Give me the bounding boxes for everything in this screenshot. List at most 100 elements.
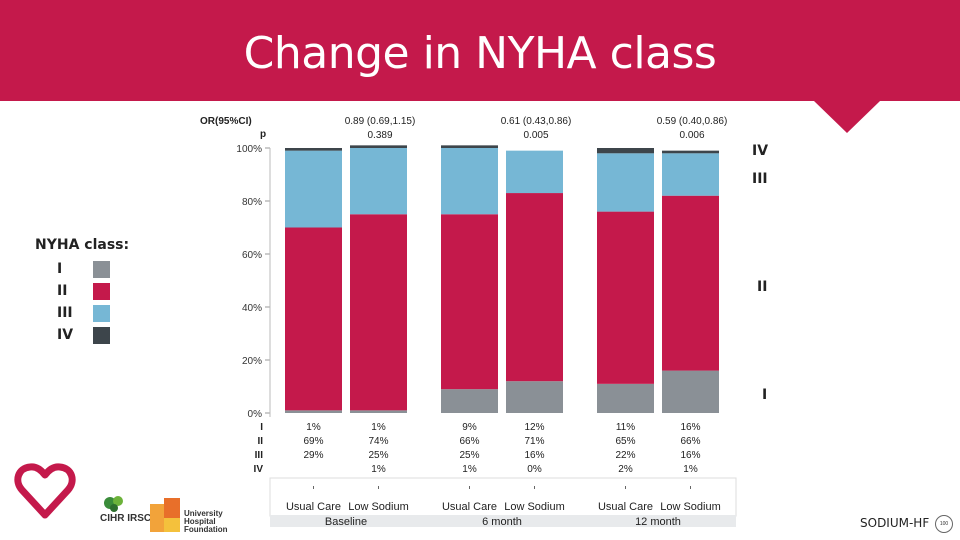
bar-segment-iv	[662, 150, 719, 154]
bar-segment-iii	[506, 150, 563, 194]
bar-segment-ii	[350, 214, 407, 411]
group-label: 12 month	[635, 516, 681, 528]
p-value: 0.006	[679, 130, 704, 141]
bar-segment-i	[441, 389, 498, 413]
group-label: 6 month	[482, 516, 522, 528]
table-cell: 1%	[371, 464, 386, 475]
bar-segment-iv	[441, 145, 498, 148]
group-label: Baseline	[325, 516, 367, 528]
uhf-line: Hospital	[184, 517, 216, 526]
table-cell: 22%	[615, 450, 635, 461]
legend-item-ii: II	[35, 280, 129, 302]
table-cell: 29%	[303, 450, 323, 461]
bar-segment-iii	[441, 148, 498, 215]
bar-segment-iv	[285, 148, 342, 151]
table-cell: 16%	[680, 450, 700, 461]
bar-segment-iii	[662, 153, 719, 196]
or-value: 0.61 (0.43,0.86)	[501, 116, 572, 127]
category-label: Usual Care	[442, 501, 497, 513]
table-cell: 0%	[527, 464, 542, 475]
table-row-label: II	[257, 436, 263, 447]
legend-swatch	[93, 326, 110, 344]
table-cell: 9%	[462, 422, 477, 433]
legend-label: III	[57, 305, 73, 321]
category-label: Usual Care	[598, 501, 653, 513]
legend-label: I	[57, 261, 63, 277]
category-label: Low Sodium	[348, 501, 409, 513]
table-cell: 1%	[683, 464, 698, 475]
legend-swatch	[93, 260, 110, 278]
or-header-label: OR(95%CI)	[200, 116, 252, 127]
table-cell: 16%	[680, 422, 700, 433]
table-cell: 25%	[368, 450, 388, 461]
or-value: 0.59 (0.40,0.86)	[657, 116, 728, 127]
bar-segment-i	[597, 383, 654, 413]
bar-segment-iv	[597, 148, 654, 154]
table-row-label: IV	[254, 464, 264, 475]
title-banner	[0, 0, 960, 101]
bar-segment-i	[350, 410, 407, 413]
table-cell: 1%	[371, 422, 386, 433]
table-cell: 12%	[524, 422, 544, 433]
anniversary-badge-icon: 100	[935, 515, 953, 533]
table-row-label: I	[260, 422, 263, 433]
bar-segment-iv	[350, 145, 407, 148]
category-label: Usual Care	[286, 501, 341, 513]
uhf-line: University	[184, 509, 223, 518]
p-value: 0.005	[523, 130, 548, 141]
side-label-iii: III	[752, 171, 768, 187]
legend: NYHA class: I II III IV	[35, 237, 129, 346]
side-label-i: I	[762, 387, 768, 403]
bar-segment-i	[285, 410, 342, 413]
category-label: Low Sodium	[504, 501, 565, 513]
y-tick-label: 80%	[242, 197, 262, 208]
table-cell: 16%	[524, 450, 544, 461]
legend-item-i: I	[35, 258, 129, 280]
or-value: 0.89 (0.69,1.15)	[345, 116, 416, 127]
table-cell: 66%	[680, 436, 700, 447]
brand-label: SODIUM-HF	[860, 516, 930, 530]
uhf-logo-icon	[150, 498, 180, 532]
group-label-band	[270, 515, 736, 527]
table-row-label: III	[255, 450, 264, 461]
bar-segment-ii	[285, 227, 342, 411]
bar-segment-ii	[506, 193, 563, 382]
bar-segment-iii	[350, 148, 407, 215]
y-tick-label: 0%	[248, 409, 263, 420]
table-cell: 69%	[303, 436, 323, 447]
side-label-ii: II	[757, 279, 768, 295]
table-cell: 65%	[615, 436, 635, 447]
uhf-line: Foundation	[184, 525, 228, 534]
category-label: Low Sodium	[660, 501, 721, 513]
slide-title: Change in NYHA class	[243, 28, 717, 79]
uhf-logo-text: University Hospital Foundation	[184, 510, 228, 534]
cihr-leaf-icon	[104, 496, 123, 512]
table-cell: 71%	[524, 436, 544, 447]
banner-notch	[814, 101, 880, 133]
y-tick-label: 40%	[242, 303, 262, 314]
nyha-stacked-bar-chart: 0% 20% 40% 60% 80% 100% OR(95%CI) p 0.89 (0.69,1…	[200, 116, 737, 528]
table-cell: 66%	[459, 436, 479, 447]
p-header-label: p	[260, 129, 266, 140]
table-cell: 11%	[616, 422, 635, 433]
table-cell: 2%	[618, 464, 633, 475]
y-tick-label: 20%	[242, 356, 262, 367]
legend-swatch	[93, 282, 110, 300]
table-cell: 1%	[462, 464, 477, 475]
bar-segment-iii	[597, 153, 654, 212]
bar-segment-ii	[662, 195, 719, 371]
table-cell: 25%	[459, 450, 479, 461]
legend-swatch	[93, 304, 110, 322]
heart-logo	[14, 463, 76, 519]
legend-item-iv: IV	[35, 324, 129, 346]
legend-label: II	[57, 283, 68, 299]
bar-segment-ii	[597, 211, 654, 384]
table-cell: 74%	[368, 436, 388, 447]
y-tick-label: 100%	[236, 144, 262, 155]
table-cell: 1%	[306, 422, 321, 433]
y-tick-label: 60%	[242, 250, 262, 261]
side-label-iv: IV	[752, 143, 769, 159]
bar-segment-i	[506, 381, 563, 413]
legend-label: IV	[57, 327, 74, 343]
bar-segment-ii	[441, 214, 498, 390]
